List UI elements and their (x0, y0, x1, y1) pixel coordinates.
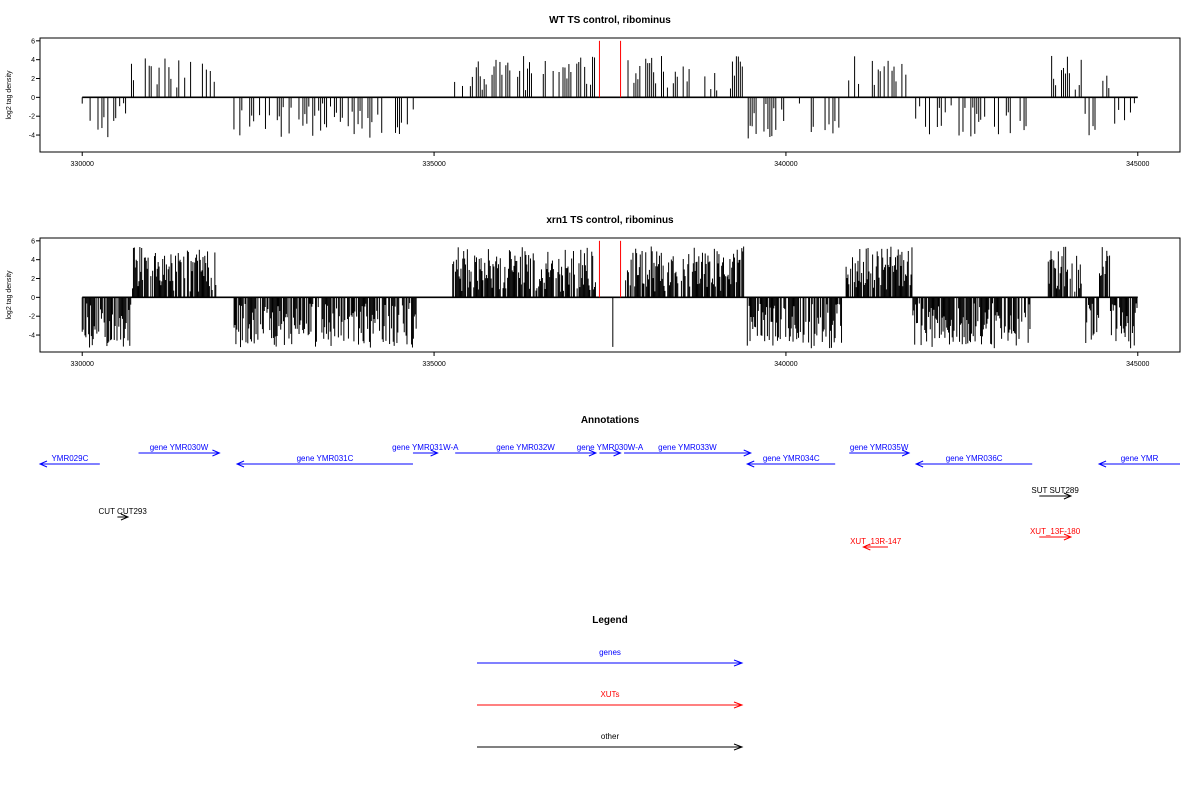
feature-arrowhead (430, 449, 439, 457)
feature-arrowhead (120, 513, 130, 521)
feature-label: XUT_13R-147 (850, 537, 902, 546)
feature-arrowhead (1097, 460, 1107, 468)
y-tick-label: -2 (29, 314, 35, 321)
x-tick-label: 340000 (774, 361, 797, 368)
annotation-features: YMR029C gene YMR030W gene YMR031C gene YMR0… (38, 443, 1180, 551)
feature-arrowhead (212, 449, 221, 457)
feature-arrowhead (588, 449, 598, 457)
legend-items: genes XUTs other (477, 648, 744, 751)
y-tick-label: 0 (31, 95, 35, 102)
legend-label: XUTs (600, 690, 619, 699)
legend-arrowhead (733, 701, 744, 709)
feature-label: YMR029C (51, 454, 88, 463)
legend-arrowhead (733, 743, 744, 751)
feature-arrowhead (745, 460, 755, 468)
feature-arrowhead (1063, 533, 1073, 541)
panel-xrn1-title: xrn1 TS control, ribominus (546, 215, 674, 226)
x-tick-label: 335000 (422, 361, 445, 368)
legend-label: other (601, 732, 620, 741)
y-tick-label: -2 (29, 114, 35, 121)
feature-arrowhead (38, 460, 48, 468)
feature-arrowhead (235, 460, 245, 468)
panel-wt-title: WT TS control, ribominus (549, 15, 671, 26)
feature-arrowhead (901, 449, 911, 457)
panel-xrn1-ylabel: log2 tag density (6, 270, 13, 320)
feature-label: gene YMR035W (850, 443, 909, 452)
legend-arrowhead (733, 659, 744, 667)
feature-label: gene YMR032W (496, 443, 555, 452)
feature-label: gene YMR (1121, 454, 1159, 463)
y-tick-label: 0 (31, 295, 35, 302)
y-tick-label: -4 (29, 333, 35, 340)
feature-arrowhead (1063, 492, 1073, 500)
x-tick-label: 330000 (71, 161, 94, 168)
feature-label: gene YMR030W-A (577, 443, 644, 452)
x-tick-label: 345000 (1126, 361, 1149, 368)
y-tick-label: -4 (29, 133, 35, 140)
annotations-track: Annotations YMR029C gene YMR030W gene YMR0… (38, 415, 1180, 551)
panel-xrn1: xrn1 TS control, ribominus log2 tag dens… (6, 215, 1181, 368)
annotations-title: Annotations (581, 415, 640, 426)
feature-label: CUT CUT293 (99, 507, 148, 516)
panel-wt-ylabel: log2 tag density (6, 70, 13, 120)
feature-label: gene YMR034C (763, 454, 820, 463)
y-tick-label: 6 (31, 238, 35, 245)
panel-wt: WT TS control, ribominus log2 tag densit… (6, 15, 1181, 168)
feature-label: gene YMR031C (297, 454, 354, 463)
feature-label: gene YMR030W (150, 443, 209, 452)
panel-xrn1-frame (39, 237, 1181, 353)
feature-arrowhead (743, 449, 753, 457)
y-tick-label: 6 (31, 38, 35, 45)
legend: Legend genes XUTs other (477, 615, 744, 751)
y-tick-label: 2 (31, 76, 35, 83)
panel-wt-axes: -4 -2 0 2 4 6 330000 335000 340000 345000 (29, 38, 1150, 168)
x-tick-label: 340000 (774, 161, 797, 168)
x-tick-label: 335000 (422, 161, 445, 168)
legend-title: Legend (592, 615, 628, 626)
feature-arrowhead (613, 449, 622, 457)
feature-arrowhead (862, 543, 871, 551)
panel-xrn1-bars (81, 240, 1138, 349)
y-tick-label: 2 (31, 276, 35, 283)
panel-wt-frame (39, 37, 1181, 153)
x-tick-label: 330000 (71, 361, 94, 368)
panel-wt-bars (81, 40, 1138, 139)
y-tick-label: 4 (31, 57, 35, 64)
feature-label: gene YMR036C (946, 454, 1003, 463)
feature-label: SUT SUT289 (1031, 486, 1079, 495)
x-tick-label: 345000 (1126, 161, 1149, 168)
feature-label: gene YMR031W-A (392, 443, 459, 452)
y-tick-label: 4 (31, 257, 35, 264)
feature-label: gene YMR033W (658, 443, 717, 452)
legend-label: genes (599, 648, 621, 657)
feature-arrowhead (914, 460, 924, 468)
panel-xrn1-axes: -4 -2 0 2 4 6 330000 335000 340000 345000 (29, 238, 1150, 368)
feature-label: XUT_13F-180 (1030, 527, 1081, 536)
